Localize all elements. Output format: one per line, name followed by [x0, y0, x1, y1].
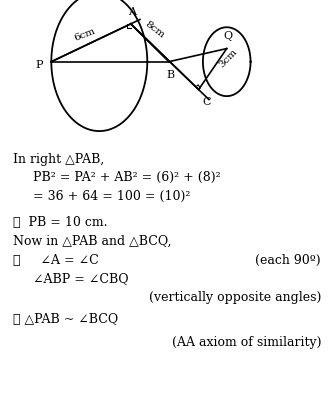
Text: = 36 + 64 = 100 = (10)²: = 36 + 64 = 100 = (10)² [33, 190, 190, 203]
Text: P: P [35, 60, 43, 70]
Text: (vertically opposite angles): (vertically opposite angles) [149, 291, 321, 304]
Text: ∴     ∠A = ∠C: ∴ ∠A = ∠C [13, 254, 99, 267]
Text: C: C [203, 97, 211, 107]
Text: ∠ABP = ∠CBQ: ∠ABP = ∠CBQ [33, 273, 129, 285]
Text: 8cm: 8cm [143, 20, 166, 40]
Text: (each 90º): (each 90º) [256, 254, 321, 267]
Text: 6cm: 6cm [72, 26, 96, 43]
Text: ∴  PB = 10 cm.: ∴ PB = 10 cm. [13, 217, 108, 229]
Text: In right △PAB,: In right △PAB, [13, 153, 105, 166]
Text: B: B [166, 70, 174, 80]
Text: (AA axiom of similarity): (AA axiom of similarity) [171, 336, 321, 349]
Text: PB² = PA² + AB² = (6)² + (8)²: PB² = PA² + AB² = (6)² + (8)² [33, 172, 221, 184]
Text: Now in △PAB and △BCQ,: Now in △PAB and △BCQ, [13, 235, 172, 248]
Text: Q: Q [224, 31, 233, 41]
Text: A: A [128, 7, 136, 17]
Text: ∴ △PAB ~ ∠BCQ: ∴ △PAB ~ ∠BCQ [13, 314, 118, 326]
Text: 3cm: 3cm [218, 47, 239, 69]
